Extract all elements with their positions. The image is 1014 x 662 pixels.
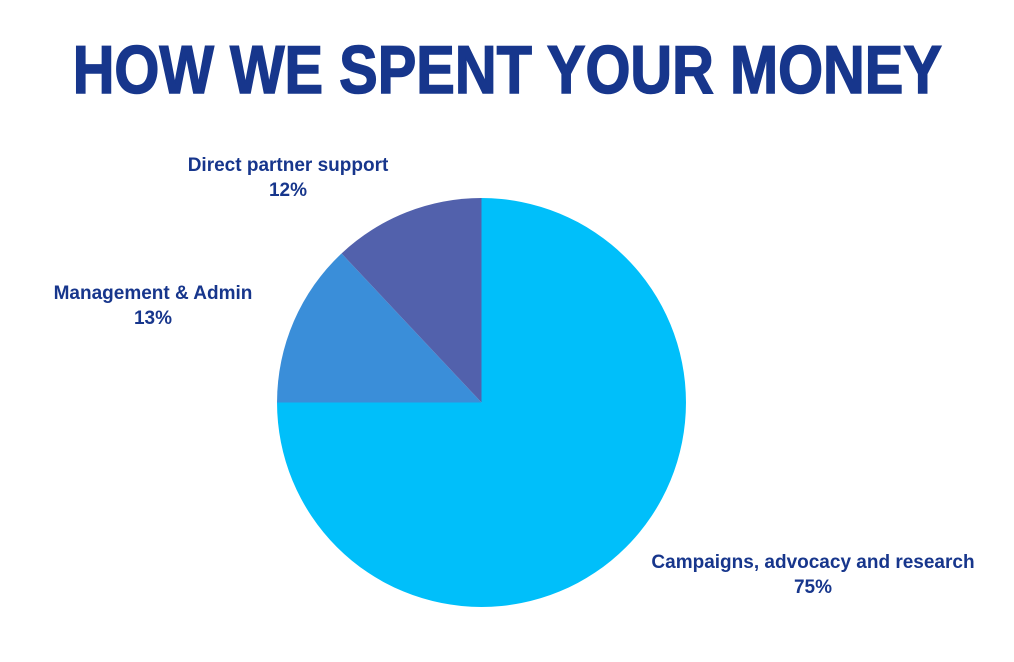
page-title-text: HOW WE SPENT YOUR MONEY (72, 32, 942, 108)
slice-label: Direct partner support (187, 155, 389, 176)
pie-slice (277, 198, 686, 607)
label-campaigns-advocacy-research: Campaigns, advocacy and research 75% (643, 550, 983, 600)
pie-slice (341, 198, 482, 403)
label-direct-partner-support: Direct partner support 12% (128, 153, 448, 203)
slice-value: 13% (133, 308, 173, 329)
page-title: HOW WE SPENT YOUR MONEY (0, 32, 1014, 108)
pie-chart (277, 198, 686, 607)
pie-slice (277, 253, 482, 403)
label-management-admin: Management & Admin 13% (3, 281, 303, 331)
slice-value: 12% (268, 180, 308, 201)
slice-label: Campaigns, advocacy and research (651, 552, 975, 573)
slice-value: 75% (793, 577, 833, 598)
slice-label: Management & Admin (53, 283, 253, 304)
